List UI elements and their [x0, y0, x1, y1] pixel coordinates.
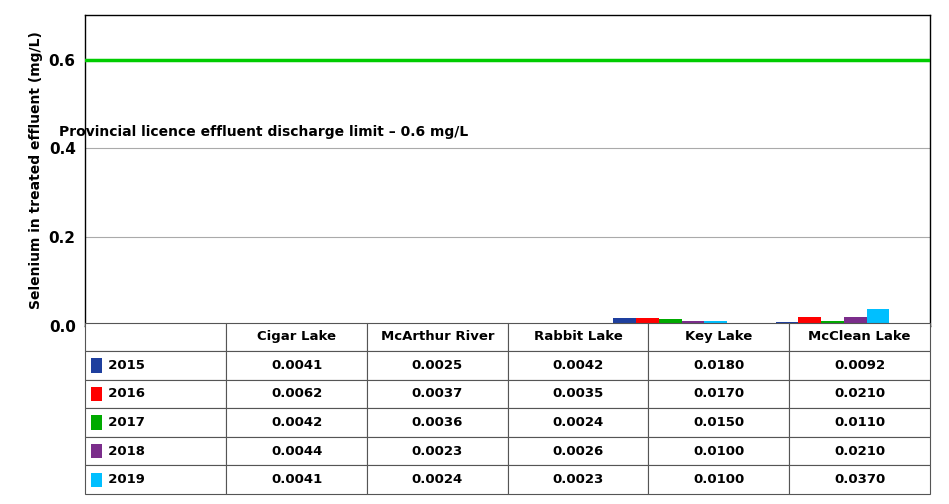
Bar: [821, 321, 844, 326]
Bar: [636, 319, 659, 326]
Bar: [798, 317, 821, 326]
Bar: [866, 309, 889, 326]
Bar: [844, 317, 866, 326]
Bar: [126, 324, 149, 326]
Bar: [195, 324, 217, 326]
Bar: [149, 323, 172, 326]
Bar: [659, 319, 681, 326]
Bar: [334, 324, 357, 326]
Bar: [474, 325, 496, 326]
Bar: [451, 324, 474, 326]
Bar: [496, 325, 519, 326]
Bar: [542, 325, 565, 326]
Bar: [681, 322, 704, 326]
Bar: [519, 325, 542, 326]
Bar: [288, 325, 311, 326]
Bar: [357, 325, 380, 326]
Bar: [775, 322, 798, 326]
Bar: [311, 324, 334, 326]
Bar: [613, 318, 636, 326]
Bar: [217, 324, 240, 326]
Y-axis label: Selenium in treated effluent (mg/L): Selenium in treated effluent (mg/L): [29, 32, 43, 309]
Text: Provincial licence effluent discharge limit – 0.6 mg/L: Provincial licence effluent discharge li…: [60, 125, 469, 140]
Bar: [704, 322, 727, 326]
Bar: [380, 325, 402, 326]
Bar: [172, 324, 195, 326]
